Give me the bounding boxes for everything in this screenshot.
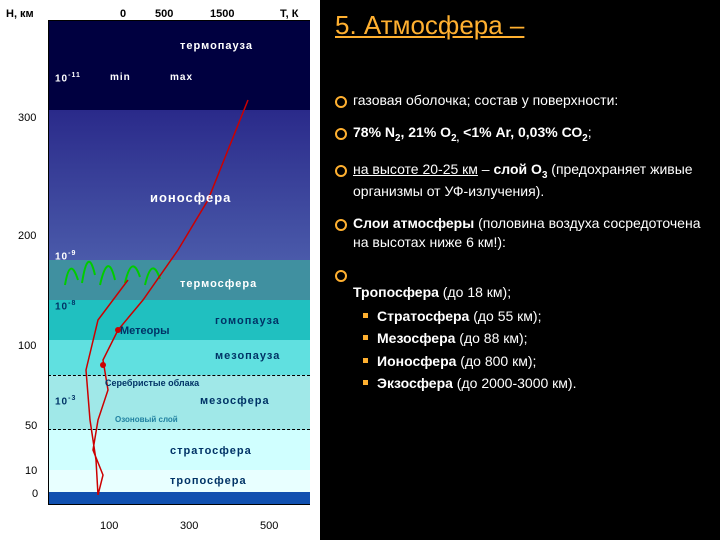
x-axis-bottom <box>48 504 310 505</box>
xtick-100: 100 <box>100 520 118 532</box>
label-thermosphere: термосфера <box>180 278 257 290</box>
sub-2: Мезосфера (до 88 км); <box>363 329 705 347</box>
slide-title: 5. Атмосфера – <box>335 10 705 41</box>
label-ionosphere: ионосфера <box>150 190 231 205</box>
p-3: 10-3 <box>55 395 76 407</box>
label-troposphere: тропосфера <box>170 475 247 487</box>
bullet-5: Тропосфера (до 18 км); Стратосфера (до 5… <box>335 265 705 392</box>
y-axis <box>48 20 49 504</box>
x-axis-top <box>48 20 310 21</box>
ytick-100: 100 <box>18 340 36 352</box>
bullet-1: газовая оболочка; состав у поверхности: <box>335 91 705 109</box>
t-tick-500: 500 <box>155 8 173 20</box>
label-ozone: Озоновый слой <box>115 415 178 424</box>
bullet-4: Слои атмосферы (половина воздуха сосредо… <box>335 214 705 250</box>
ytick-300: 300 <box>18 112 36 124</box>
atmosphere-chart: Н, км Р, атм 0 500 1500 Т, К термопауза … <box>0 0 320 540</box>
ytick-0: 0 <box>32 488 38 500</box>
sub-1: Стратосфера (до 55 км); <box>363 307 705 325</box>
p-9: 10-9 <box>55 250 76 262</box>
ytick-10: 10 <box>25 465 37 477</box>
xtick-500: 500 <box>260 520 278 532</box>
sub-3: Ионосфера (до 800 км); <box>363 352 705 370</box>
bullet-3: на высоте 20-25 км – слой О3 (предохраня… <box>335 160 705 201</box>
sub-4: Экзосфера (до 2000-3000 км). <box>363 374 705 392</box>
label-mesosphere: мезосфера <box>200 395 270 407</box>
label-mesopause: мезопауза <box>215 350 280 362</box>
ytick-50: 50 <box>25 420 37 432</box>
h-axis-label: Н, км <box>6 8 34 20</box>
p-8: 10-8 <box>55 300 76 312</box>
xtick-300: 300 <box>180 520 198 532</box>
t-tick-0: 0 <box>120 8 126 20</box>
temperature-curve <box>48 20 310 504</box>
ytick-200: 200 <box>18 230 36 242</box>
label-max: max <box>170 72 193 83</box>
text-content: 5. Атмосфера – газовая оболочка; состав … <box>320 0 720 540</box>
label-min: min <box>110 72 131 83</box>
t-tick-1500: 1500 <box>210 8 234 20</box>
p-11: 10-11 <box>55 72 81 84</box>
bullet-2: 78% N2, 21% О2, <1% Ar, 0,03% СО2; <box>335 123 705 146</box>
label-stratosphere: стратосфера <box>170 445 252 457</box>
label-homopause: гомопауза <box>215 315 280 327</box>
label-thermopause: термопауза <box>180 40 253 52</box>
label-clouds: Серебристые облака <box>105 378 199 388</box>
label-meteors: Метеоры <box>120 325 169 337</box>
t-axis-label: Т, К <box>280 8 298 20</box>
